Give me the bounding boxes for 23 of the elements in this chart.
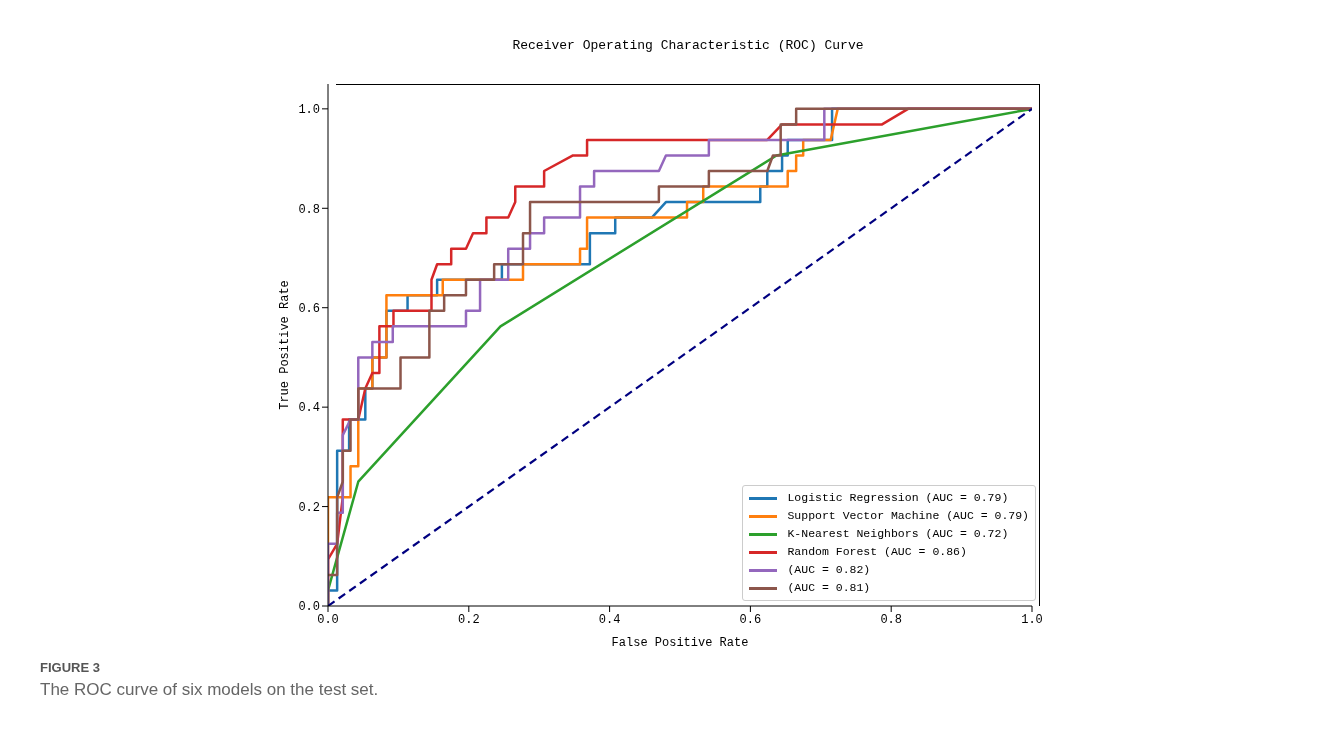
y-tick-label: 0.8 <box>298 202 320 217</box>
legend-label: (AUC = 0.81) <box>787 580 871 596</box>
x-tick-label: 0.4 <box>598 612 621 627</box>
x-axis-title: False Positive Rate <box>611 636 749 650</box>
y-axis-title: True Positive Rate <box>278 280 293 410</box>
caption: FIGURE 3 <box>40 660 100 675</box>
x-tick-label: 1.0 <box>1021 612 1043 627</box>
legend-label: (AUC = 0.82) <box>787 562 871 578</box>
legend-label: Random Forest (AUC = 0.86) <box>787 544 967 560</box>
legend-label: Logistic Regression (AUC = 0.79) <box>787 490 1009 506</box>
x-tick-label: 0.6 <box>739 612 762 627</box>
y-tick-label: 0.4 <box>298 401 320 416</box>
x-tick-label: 0.0 <box>317 612 339 627</box>
x-tick-label: 0.2 <box>458 612 480 627</box>
legend-label: Support Vector Machine (AUC = 0.79) <box>787 508 1029 524</box>
chart-title: Receiver Operating Characteristic (ROC) Curve <box>511 38 865 53</box>
y-tick-label: 0.6 <box>298 301 320 316</box>
y-tick-label: 0.0 <box>298 600 320 615</box>
x-tick-label: 0.8 <box>880 612 902 627</box>
y-tick-label: 0.2 <box>298 500 320 515</box>
y-tick-label: 1.0 <box>298 103 320 118</box>
text: The ROC curve of six models on the test set. <box>40 680 379 700</box>
legend-label: K-Nearest Neighbors (AUC = 0.72) <box>787 526 1009 542</box>
